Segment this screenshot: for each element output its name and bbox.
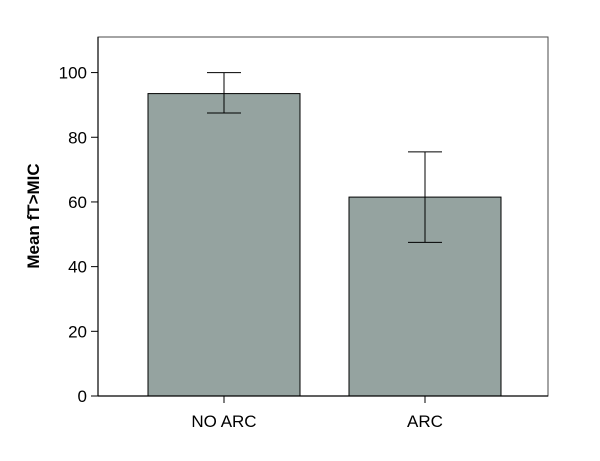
y-axis-title: Mean fT>MIC [24,163,43,268]
y-tick-label: 40 [68,258,87,277]
y-tick-label: 0 [78,387,87,406]
error-bars-layer [207,72,442,243]
y-tick-label: 20 [68,322,87,341]
error-bar-no-arc [207,72,241,114]
y-tick-label: 80 [68,128,87,147]
bars-layer [147,93,502,397]
y-tick-label: 100 [59,64,87,83]
error-bar-arc [408,151,442,243]
y-tick-label: 60 [68,193,87,212]
y-axis: 0 20 40 60 80 100 [59,37,99,406]
x-tick-label: ARC [407,412,443,431]
x-tick-label: NO ARC [191,412,256,431]
x-axis: NO ARC ARC [98,395,548,431]
bar-no-arc [147,93,301,397]
